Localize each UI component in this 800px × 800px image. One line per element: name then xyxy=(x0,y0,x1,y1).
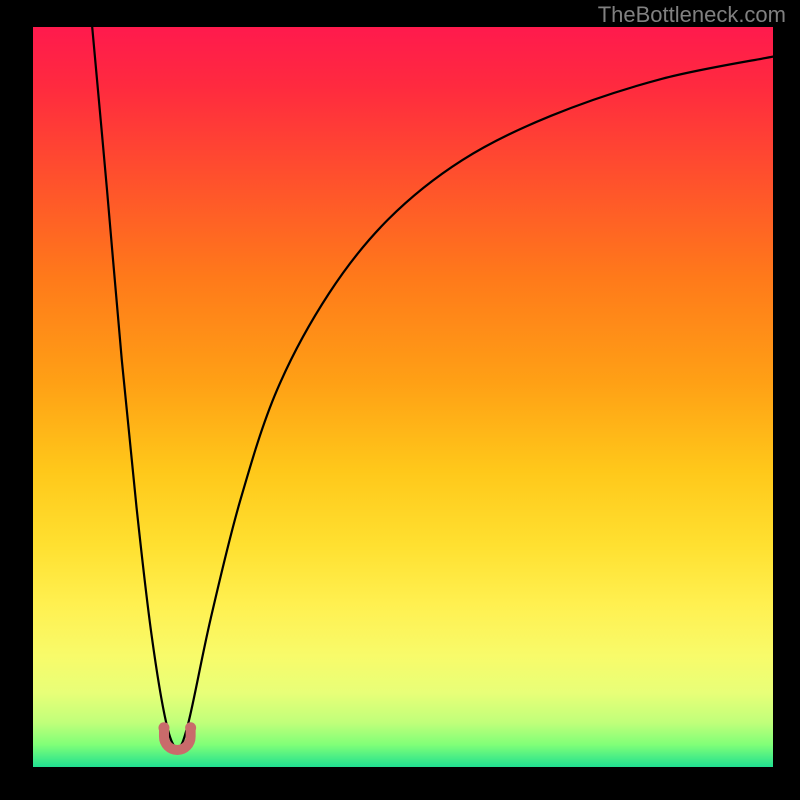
chart-container: TheBottleneck.com xyxy=(0,0,800,800)
gradient-background xyxy=(33,27,773,767)
optimal-range-endcap xyxy=(158,722,169,733)
optimal-range-endcap xyxy=(185,722,196,733)
watermark-text: TheBottleneck.com xyxy=(598,2,786,28)
bottleneck-curve-plot xyxy=(33,27,773,767)
